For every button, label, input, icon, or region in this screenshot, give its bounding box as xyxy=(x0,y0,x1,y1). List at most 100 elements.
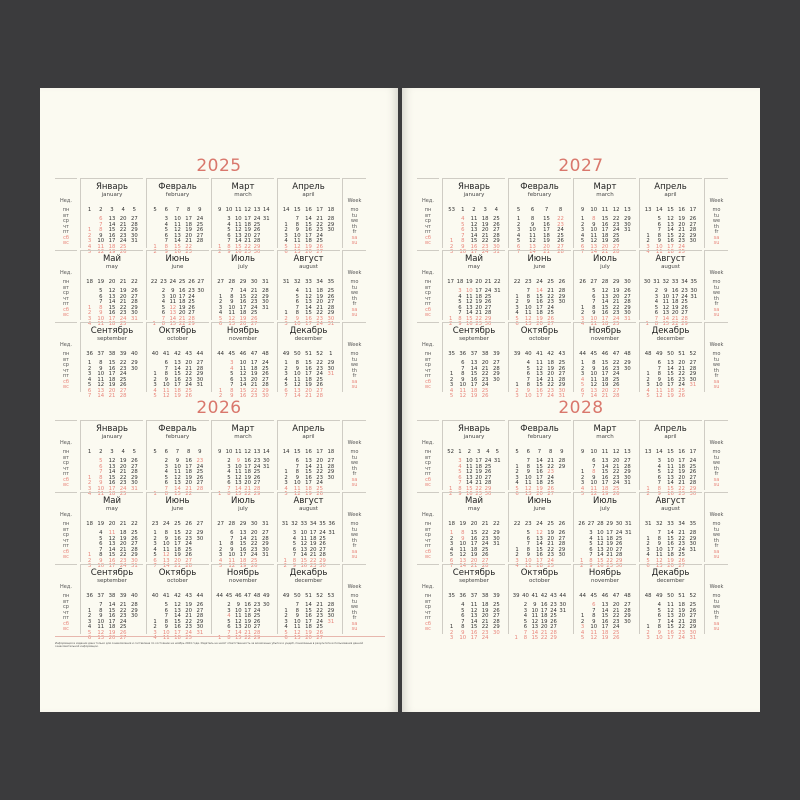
day: 10 xyxy=(459,541,467,547)
weekday-labels-en: Week mo tu we th fr sa su xyxy=(704,420,728,490)
weekday-label: tu xyxy=(713,526,720,533)
day: 12 xyxy=(174,227,181,233)
day: 10 xyxy=(524,474,532,481)
week-number: 50 xyxy=(293,351,301,357)
weekday-labels-ru: Нед. пн вт ср чт пт сб вс xyxy=(417,564,439,634)
week-label: Week xyxy=(709,342,724,348)
day: 16 xyxy=(174,535,181,542)
day: 8 xyxy=(99,360,103,366)
week-label: Нед. xyxy=(60,198,72,204)
day: 31 xyxy=(196,382,204,388)
day: 15 xyxy=(601,304,609,311)
week-column: 35 25 26 27 28 29 30 31 xyxy=(326,279,336,328)
day: 30 xyxy=(130,232,138,239)
day: 9 xyxy=(592,365,596,372)
weekday-labels-en: Week mo tu we th fr sa su xyxy=(342,178,366,248)
day: 18 xyxy=(601,376,609,383)
week-number: 35 xyxy=(448,351,455,357)
month-november: Ноябрь november 44 1 2 45 3 4 5 6 7 8 9 46 10 11 12 13 14 1… xyxy=(211,322,274,399)
week-column: 16 19 20 21 22 23 24 25 xyxy=(677,207,687,256)
day: 23 xyxy=(678,629,686,636)
day: 6 xyxy=(284,635,288,641)
week-number: 34 xyxy=(309,521,317,527)
day: 22 xyxy=(119,360,127,366)
day: 26 xyxy=(250,563,258,569)
week-number: 1 xyxy=(458,449,462,455)
day: 24 xyxy=(250,552,258,558)
day: 17 xyxy=(108,563,116,569)
day: 28 xyxy=(484,480,492,486)
day: 1 xyxy=(449,238,454,244)
day: 3 xyxy=(449,541,454,547)
day: 10 xyxy=(234,607,242,614)
week-number: 37 xyxy=(97,593,105,599)
week-column: 22 25 26 27 28 29 30 31 xyxy=(129,521,139,570)
week-number: 27 xyxy=(197,279,205,285)
weekday-label: sa xyxy=(351,378,358,385)
week-column: 10 8 9 10 11 12 13 14 xyxy=(589,207,599,256)
day: 3 xyxy=(227,463,231,470)
day: 27 xyxy=(689,474,697,481)
week-column: 26 26 27 28 29 30 xyxy=(557,521,567,570)
day: 3 xyxy=(218,552,223,558)
day: 8 xyxy=(526,546,530,553)
day: 27 xyxy=(130,463,138,470)
month-days: 52 1 2 1 3 4 5 6 7 8 9 2 10 11 12 13 14 15 16 3 17 18 19 20 21 22… xyxy=(446,449,502,498)
day: 27 xyxy=(316,249,324,255)
weekday-label: mo xyxy=(350,593,359,599)
week-column: 5 31 xyxy=(493,449,502,498)
weekday-label: ср xyxy=(63,604,69,610)
day: 26 xyxy=(615,541,623,547)
week-number: 36 xyxy=(86,351,93,357)
week-label: Week xyxy=(347,270,362,276)
day: 3 xyxy=(284,321,288,327)
week-number: 8 xyxy=(186,207,191,213)
day: 30 xyxy=(262,458,270,464)
day: 27 xyxy=(492,613,500,619)
day: 23 xyxy=(612,310,620,316)
day: 28 xyxy=(196,485,204,492)
day: 21 xyxy=(671,315,679,322)
day: 9 xyxy=(657,376,661,383)
day: 9 xyxy=(230,393,234,399)
weekday-label: чт xyxy=(63,465,69,472)
day: 19 xyxy=(667,557,674,564)
month-name-ru: Сентябрь xyxy=(452,568,496,578)
week-number: 35 xyxy=(448,593,455,599)
weekday-label: fr xyxy=(714,615,719,621)
day: 10 xyxy=(524,557,532,564)
day: 17 xyxy=(601,227,609,233)
week-number: 35 xyxy=(689,521,697,527)
week-number: 25 xyxy=(178,279,186,285)
day: 29 xyxy=(261,387,269,394)
day: 3 xyxy=(580,624,585,630)
week-number: 47 xyxy=(244,593,252,599)
week-column: 19 10 11 12 13 14 15 16 xyxy=(465,279,474,328)
day: 21 xyxy=(606,552,614,558)
week-number: 41 xyxy=(536,351,543,357)
day: 6 xyxy=(589,546,593,553)
day: 30 xyxy=(492,376,500,383)
day: 19 xyxy=(108,249,116,255)
day: 27 xyxy=(130,293,138,300)
week-column: 44 27 28 29 30 31 xyxy=(195,351,205,400)
day: 2 xyxy=(515,469,519,475)
day: 2 xyxy=(646,491,650,497)
week-number: 4 xyxy=(486,449,490,455)
month-january: Январь january 53 1 2 3 1 4 5 6 7 8 9 10 2 11 12 13 14 15 16… xyxy=(442,178,505,255)
day: 29 xyxy=(130,360,138,366)
week-column: 37 7 8 9 10 11 12 13 xyxy=(96,593,106,642)
week-number: 51 xyxy=(305,351,312,357)
week-number: 21 xyxy=(484,279,492,285)
day: 15 xyxy=(465,485,473,492)
day: 17 xyxy=(244,216,252,222)
day: 15 xyxy=(667,371,674,377)
day: 28 xyxy=(623,463,631,470)
week-number: 2 xyxy=(99,449,103,455)
day: 13 xyxy=(234,624,242,630)
weekday-label: th xyxy=(351,537,358,544)
week-column: 17 26 27 28 29 30 xyxy=(688,207,698,256)
day: 18 xyxy=(547,360,555,366)
day: 21 xyxy=(547,376,555,383)
week-column: 26 28 29 30 xyxy=(557,279,567,328)
